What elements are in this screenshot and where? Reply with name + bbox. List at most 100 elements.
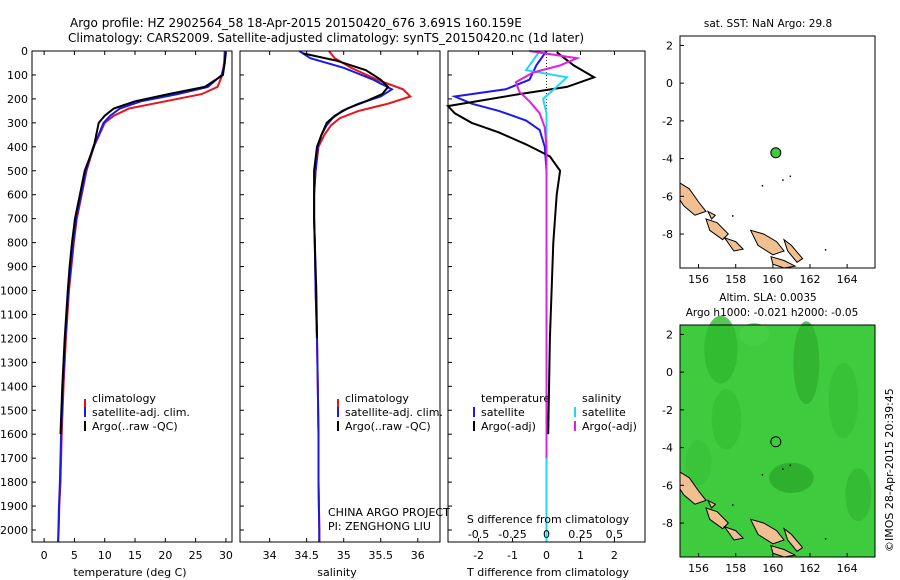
sla-map-title2: Argo h1000: -0.021 h2000: -0.05 [686, 307, 859, 319]
sla-map-title1: Altim. SLA: 0.0035 [719, 292, 816, 304]
x-tick-label: 1 [577, 549, 584, 562]
sla-anomaly-patch [704, 315, 738, 384]
y-tick-label: 1000 [0, 285, 28, 298]
x-tick-label: -1 [507, 549, 518, 562]
y-tick-label: 200 [7, 93, 28, 106]
y-tick-label: 1200 [0, 332, 28, 345]
islet [732, 215, 734, 217]
map-x-tick-label: 160 [762, 562, 783, 575]
map-x-tick-label: 160 [762, 273, 783, 286]
islet [789, 175, 792, 178]
y-tick-label: 1300 [0, 356, 28, 369]
land-mass [783, 238, 804, 263]
y-tick-label: 1400 [0, 380, 28, 393]
salinity-panel: 34 34.5 35 35.5 36 salinity climatology sate… [239, 50, 450, 579]
islet [761, 474, 764, 476]
land-mass [723, 525, 745, 541]
series-line-argo-raw-qc- [59, 52, 227, 435]
sst-map-content: 156 158 160 162 164 2 0 -2 -4 -6 -8 [662, 39, 858, 286]
islet [824, 249, 827, 251]
sst-map-frame [679, 35, 876, 269]
y-tick-label: 100 [7, 69, 28, 82]
series-line-argo-raw-qc- [302, 52, 390, 339]
temperature-panel: 0100200300400500600700800900100011001200… [0, 45, 233, 579]
header-line2: Climatology: CARS2009. Satellite-adjuste… [68, 31, 584, 45]
pi-annotation: PI: ZENGHONG LIU [328, 520, 431, 533]
map-y-tick-label: -4 [662, 442, 673, 455]
y-tick-label: 700 [7, 213, 28, 226]
sla-anomaly-patch [828, 362, 859, 439]
legend-climatology: climatology [345, 392, 409, 405]
map-y-tick-label: -8 [662, 228, 673, 241]
map-x-tick-label: 158 [725, 562, 746, 575]
series-line-satellite-adj-clim- [298, 50, 394, 542]
argo-float-marker [770, 147, 782, 159]
sst-map-title: sat. SST: NaN Argo: 29.8 [704, 18, 832, 30]
x-tick-label: 5 [71, 549, 78, 562]
legend-satellite: satellite-adj. clim. [345, 406, 443, 419]
y-tick-label: 1700 [0, 452, 28, 465]
islet [782, 468, 784, 470]
x-tick-label: -2 [473, 549, 484, 562]
map-y-tick-label: 0 [666, 366, 673, 379]
x-tick-label: 15 [128, 549, 142, 562]
map-y-tick-label: 0 [666, 77, 673, 90]
y-tick-label: 1800 [0, 476, 28, 489]
legend-temperature-heading: temperature [481, 392, 550, 405]
x-tick-label: 20 [158, 549, 172, 562]
land-mass [770, 255, 797, 269]
x-tick-label: 35 [337, 549, 351, 562]
map-y-tick-label: -4 [662, 153, 673, 166]
y-tick-label: 800 [7, 237, 28, 250]
land-mass [723, 236, 745, 252]
y-tick-label: 1600 [0, 428, 28, 441]
sla-anomaly-patch [793, 321, 820, 405]
land-mass [706, 210, 717, 220]
s-tick-label: 0.5 [606, 528, 624, 541]
temperature-frame [31, 50, 233, 543]
islet [732, 504, 734, 506]
map-y-tick-label: -8 [662, 517, 673, 530]
temperature-xlabel: temperature (deg C) [73, 566, 186, 579]
map-x-tick-label: 164 [837, 562, 858, 575]
map-y-tick-label: 2 [666, 39, 673, 52]
y-tick-label: 1500 [0, 404, 28, 417]
salinity-plot-area: 34 34.5 35 35.5 36 [240, 50, 425, 562]
legend-t-argo: Argo(-adj) [481, 420, 536, 433]
series-line-climatology [313, 50, 413, 542]
legend-satellite: satellite-adj. clim. [92, 406, 190, 419]
sla-anomaly-patch [711, 389, 742, 450]
difference-plot-area: -2 -1 0 1 2 -0.5 -0.25 0 0.25 0.5 [445, 50, 624, 562]
temperature-legend: climatology satellite-adj. clim. Argo(..… [84, 392, 190, 433]
series-line-t-satellite [451, 50, 548, 542]
sst-map-panel: sat. SST: NaN Argo: 29.8 156 158 160 162 164… [662, 18, 876, 286]
series-line-climatology [57, 50, 226, 543]
s-tick-label: -0.25 [498, 528, 526, 541]
sla-anomaly-patch [845, 468, 872, 522]
map-x-tick-label: 156 [688, 273, 709, 286]
x-tick-label: 0 [41, 549, 48, 562]
y-tick-label: 300 [7, 117, 28, 130]
map-y-tick-label: -2 [662, 404, 673, 417]
series-line-s-argo-adj- [514, 50, 581, 459]
x-tick-label: 25 [189, 549, 203, 562]
x-tick-label: 10 [98, 549, 112, 562]
y-tick-label: 1100 [0, 308, 28, 321]
difference-frame [447, 50, 646, 543]
argo-float-marker [770, 436, 782, 448]
legend-climatology: climatology [92, 392, 156, 405]
map-x-tick-label: 162 [800, 562, 821, 575]
map-x-tick-label: 158 [725, 273, 746, 286]
sla-map-frame [679, 324, 876, 558]
islet [789, 464, 792, 467]
x-tick-label: 34 [263, 549, 277, 562]
salinity-frame [239, 50, 441, 543]
sla-map-panel: Altim. SLA: 0.0035 Argo h1000: -0.021 h2… [662, 292, 876, 575]
sla-map-content: 156 158 160 162 164 2 0 -2 -4 -6 -8 [662, 315, 872, 575]
islet [782, 179, 784, 181]
x-tick-label: 35.5 [368, 549, 393, 562]
map-y-tick-label: 2 [666, 328, 673, 341]
y-tick-label: 500 [7, 165, 28, 178]
land-mass [749, 518, 785, 545]
